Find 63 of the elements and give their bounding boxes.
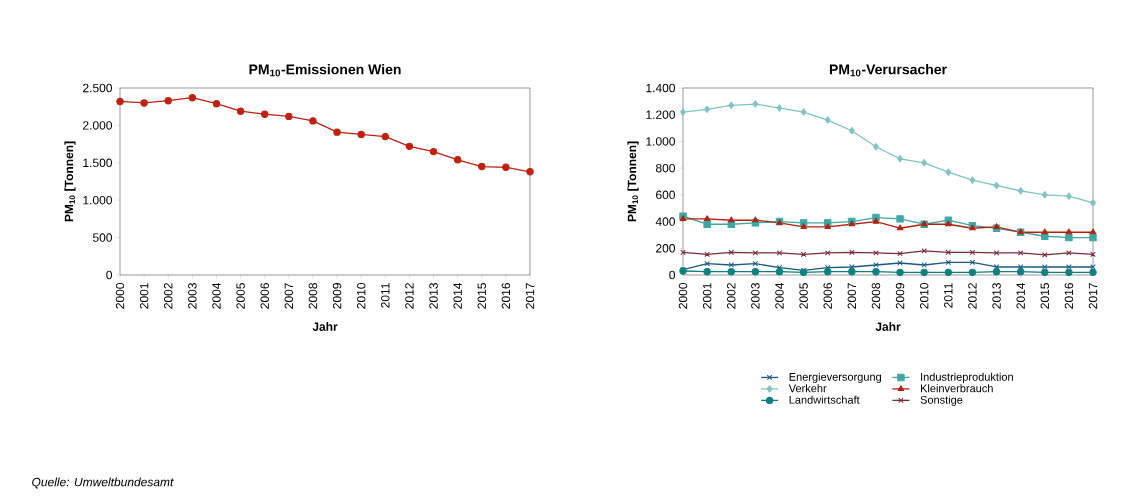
y-tick-label: 2.500 — [83, 83, 112, 93]
y-tick-label: 1.400 — [646, 83, 676, 93]
y-axis-title: PM$_{10}$ [Tonnen] — [64, 141, 76, 222]
x-tick-label: 2003 — [751, 283, 760, 309]
x-tick-label: 2016 — [501, 283, 511, 309]
x-tick-label: 2011 — [381, 283, 390, 308]
x-tick-label: 2002 — [727, 283, 736, 309]
y-tick-label: 500 — [92, 233, 112, 242]
y-tick-label: 400 — [655, 217, 676, 226]
x-tick-label: 2010 — [919, 283, 929, 309]
y-tick-label: 200 — [656, 244, 676, 253]
x-axis-title: Jahr — [875, 322, 901, 331]
legend-label: Kleinverbrauch — [920, 384, 993, 393]
x-tick-label: 2000 — [115, 283, 125, 309]
x-tick-label: 2013 — [429, 283, 438, 309]
x-tick-label: 2013 — [992, 283, 1001, 309]
y-tick-label: 1.000 — [646, 137, 676, 146]
x-tick-label: 2001 — [702, 283, 712, 309]
x-tick-label: 2008 — [871, 283, 881, 309]
x-tick-label: 2015 — [1040, 283, 1050, 309]
y-tick-label: 1.500 — [83, 158, 112, 168]
x-tick-label: 2015 — [477, 283, 487, 309]
x-tick-label: 2012 — [405, 283, 414, 309]
x-tick-label: 2008 — [308, 283, 318, 309]
y-tick-label: 600 — [656, 190, 676, 200]
x-tick-label: 2004 — [775, 282, 784, 309]
x-tick-label: 2014 — [453, 282, 462, 309]
x-tick-label: 2017 — [525, 283, 535, 309]
x-tick-label: 2011 — [944, 283, 953, 308]
legend-label: Energieversorgung — [789, 372, 881, 383]
y-tick-label: 800 — [655, 163, 676, 173]
y-tick-label: 1.200 — [646, 110, 676, 119]
legend-label: Industrieproduktion — [921, 372, 1013, 383]
y-tick-label: 0 — [669, 270, 676, 280]
x-tick-label: 2001 — [139, 283, 149, 309]
y-axis-title: PM$_{10}$ [Tonnen] — [627, 141, 639, 222]
chart-title: PM$_{10}$-Verursacher — [829, 64, 947, 77]
x-tick-label: 2016 — [1064, 283, 1074, 309]
x-tick-label: 2012 — [968, 283, 977, 309]
y-tick-label: 1.000 — [83, 195, 112, 205]
source-note: Quelle: Umweltbundesamt — [32, 477, 174, 489]
x-tick-label: 2000 — [678, 283, 688, 309]
x-tick-label: 2006 — [260, 283, 269, 309]
legend-label: Verkehr — [788, 384, 827, 393]
y-tick-label: 0 — [106, 270, 113, 280]
x-tick-label: 2009 — [332, 283, 342, 309]
x-tick-label: 2004 — [212, 282, 221, 309]
x-tick-label: 2005 — [799, 283, 808, 309]
x-tick-label: 2010 — [356, 283, 366, 309]
x-tick-label: 2017 — [1088, 283, 1098, 309]
x-tick-label: 2006 — [823, 283, 832, 309]
x-tick-label: 2014 — [1016, 282, 1025, 309]
legend-label: Landwirtschaft — [789, 395, 860, 404]
x-tick-label: 2009 — [895, 283, 905, 309]
x-tick-label: 2005 — [236, 283, 245, 309]
legend-label: Sonstige — [920, 395, 963, 406]
x-tick-label: 2003 — [188, 283, 197, 309]
x-axis-title: Jahr — [312, 322, 338, 331]
x-tick-label: 2007 — [284, 283, 294, 309]
x-tick-label: 2002 — [163, 283, 173, 309]
x-tick-label: 2007 — [847, 283, 857, 309]
chart-title: PM$_{10}$-Emissionen Wien — [249, 64, 401, 77]
y-tick-label: 2.000 — [83, 121, 112, 130]
